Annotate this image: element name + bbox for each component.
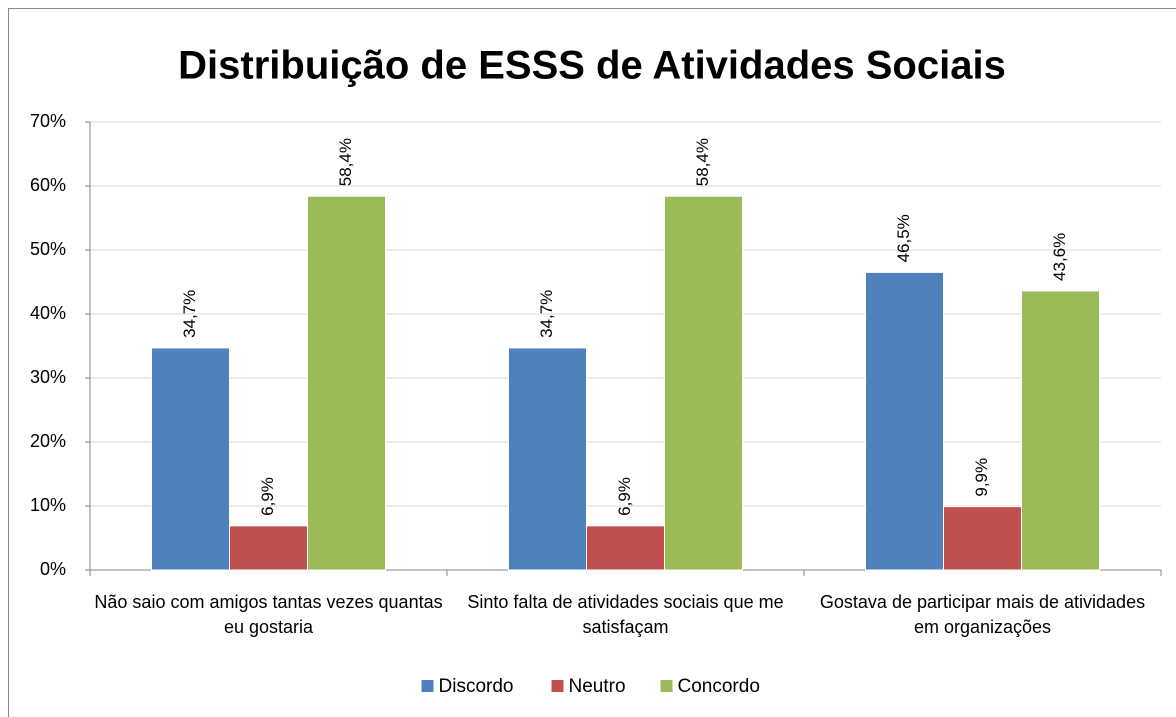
bar <box>307 195 386 571</box>
bar <box>865 271 944 571</box>
value-label: 34,7% <box>537 290 556 338</box>
value-label: 9,9% <box>972 458 991 497</box>
bar <box>943 506 1022 571</box>
y-tick-label: 70% <box>30 111 66 131</box>
y-tick-label: 30% <box>30 367 66 387</box>
value-label: 6,9% <box>258 477 277 516</box>
value-label: 6,9% <box>615 477 634 516</box>
legend-label: Neutro <box>569 676 626 697</box>
y-tick-label: 0% <box>40 559 66 579</box>
bar <box>586 525 665 571</box>
bar <box>664 195 743 571</box>
y-tick-label: 40% <box>30 303 66 323</box>
legend-swatch <box>421 680 434 692</box>
y-tick-label: 50% <box>30 239 66 259</box>
bar <box>1021 290 1100 571</box>
legend-swatch <box>551 680 564 692</box>
y-tick-label: 60% <box>30 175 66 195</box>
value-label: 34,7% <box>180 290 199 338</box>
y-tick-label: 10% <box>30 495 66 515</box>
x-tick-label: Não saio com amigos tantas vezes quantas… <box>94 592 443 637</box>
bar <box>151 347 230 571</box>
value-label: 46,5% <box>894 214 913 262</box>
legend-label: Concordo <box>678 676 760 697</box>
value-label: 58,4% <box>336 138 355 186</box>
bar <box>229 525 308 571</box>
x-tick-label: Sinto falta de atividades sociais que me… <box>467 592 784 637</box>
chart-title: Distribuição de ESSS de Atividades Socia… <box>178 44 1006 88</box>
x-tick-label: Gostava de participar mais de atividades… <box>819 592 1146 637</box>
value-label: 43,6% <box>1050 233 1069 281</box>
legend-swatch <box>660 680 673 692</box>
bar <box>508 347 587 571</box>
value-label: 58,4% <box>693 138 712 186</box>
legend-label: Discordo <box>439 676 514 697</box>
y-tick-label: 20% <box>30 431 66 451</box>
